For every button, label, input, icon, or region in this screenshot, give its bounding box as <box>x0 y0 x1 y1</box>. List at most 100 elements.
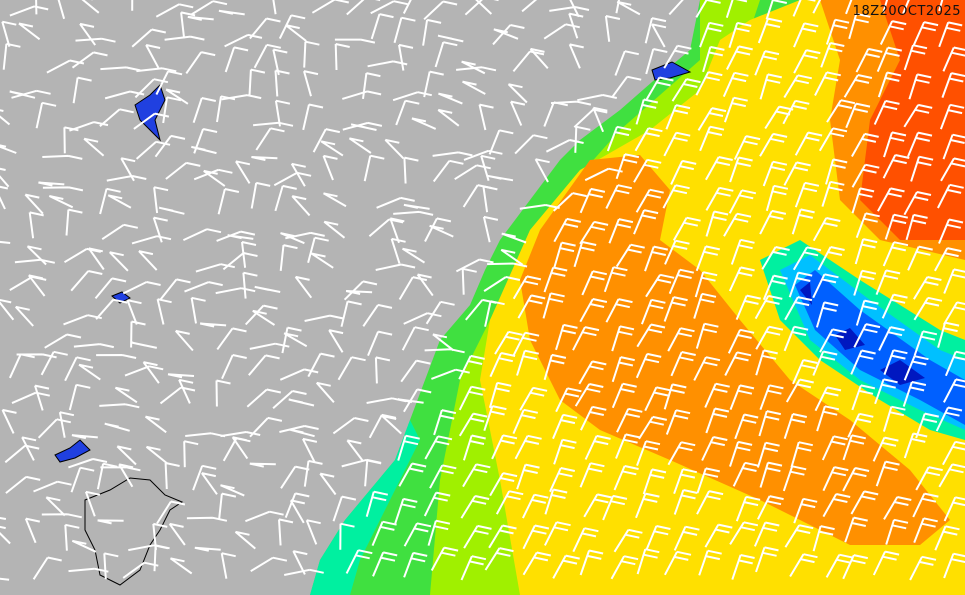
wind-barb <box>221 354 247 380</box>
wind-barb <box>783 161 811 186</box>
wind-barb <box>825 158 848 185</box>
wind-barb <box>0 240 11 244</box>
wind-barb <box>878 326 905 351</box>
wind-barb <box>489 352 516 378</box>
wind-barb <box>68 383 91 411</box>
wind-barb <box>484 547 514 571</box>
wind-barb <box>851 187 875 214</box>
wind-barb <box>216 95 236 123</box>
wind-barb <box>942 46 965 72</box>
wind-barb <box>549 467 576 493</box>
wind-barb <box>367 60 408 68</box>
wind-barb <box>191 145 217 155</box>
wind-barb <box>220 484 245 497</box>
wind-barb <box>460 555 487 581</box>
wind-barb <box>913 296 943 321</box>
wind-barb <box>42 186 84 192</box>
wind-barb <box>63 314 103 326</box>
wind-barb <box>855 212 880 239</box>
wind-barb <box>529 47 549 69</box>
wind-barb <box>638 415 668 440</box>
wind-barb <box>699 125 725 152</box>
wind-barb <box>693 356 721 381</box>
wind-barb <box>194 546 221 552</box>
wind-barb <box>934 247 962 272</box>
wind-barb <box>461 267 477 295</box>
wind-barb <box>876 46 903 72</box>
wind-barb <box>303 40 320 68</box>
wind-barb <box>393 16 416 44</box>
wind-barb <box>543 266 568 293</box>
wind-barb <box>568 12 584 39</box>
wind-barb <box>458 412 488 437</box>
wind-barb <box>729 440 753 467</box>
wind-barb <box>817 246 845 271</box>
wind-barb <box>155 70 183 95</box>
wind-barb <box>285 24 307 42</box>
wind-barb <box>493 28 519 40</box>
wind-barb <box>251 156 278 161</box>
wind-barb <box>234 530 256 550</box>
wind-barb <box>116 445 137 466</box>
wind-barb <box>87 247 105 271</box>
wind-barb <box>665 104 691 130</box>
wind-barb <box>573 241 597 268</box>
wind-barb <box>281 326 302 354</box>
wind-barb <box>812 217 841 242</box>
wind-barb <box>70 270 103 292</box>
wind-barb <box>759 384 784 411</box>
wind-barb <box>155 3 194 18</box>
wind-barb <box>634 127 663 152</box>
wind-barb <box>463 524 492 549</box>
wind-barb <box>572 527 599 553</box>
wind-barb <box>126 299 142 325</box>
wind-barb <box>695 322 719 349</box>
wind-barb <box>215 287 256 295</box>
wind-barb <box>138 250 158 271</box>
wind-barb <box>430 546 459 571</box>
wind-barb <box>334 43 350 71</box>
wind-barb <box>24 193 44 215</box>
wind-barb <box>842 467 870 492</box>
wind-barb <box>724 351 752 376</box>
wind-barb <box>254 285 281 293</box>
wind-barb <box>245 510 284 523</box>
wind-barb <box>142 361 160 384</box>
wind-barb <box>673 468 698 495</box>
wind-barb <box>231 436 249 460</box>
wind-barb <box>793 22 819 48</box>
wind-barb <box>577 94 618 102</box>
wind-barb <box>543 101 569 127</box>
wind-barb <box>915 466 943 491</box>
wind-barb <box>696 467 721 494</box>
wind-barb <box>908 73 932 100</box>
wind-barb <box>555 387 582 413</box>
wind-barb <box>28 211 44 239</box>
wind-barb <box>57 0 66 20</box>
wind-barb <box>854 238 878 265</box>
wind-barb <box>362 72 381 100</box>
wind-barb <box>784 296 813 321</box>
wind-barb <box>701 436 728 461</box>
wind-barb <box>512 408 539 435</box>
wind-barb <box>403 156 419 184</box>
wind-barb <box>519 386 548 411</box>
wind-barb <box>278 14 306 40</box>
wind-barb <box>604 15 621 42</box>
wind-barb <box>122 561 159 579</box>
wind-barb <box>759 461 783 488</box>
wind-barb <box>762 160 788 187</box>
wind-barb <box>0 144 17 154</box>
wind-barb <box>522 551 552 576</box>
wind-barb <box>645 48 668 75</box>
wind-barb <box>315 381 335 403</box>
wind-barb <box>422 18 442 46</box>
wind-barb <box>290 162 306 187</box>
wind-barb <box>272 390 307 410</box>
wind-barb <box>96 354 137 359</box>
wind-barb <box>303 70 319 97</box>
wind-barb <box>99 403 140 409</box>
wind-barb <box>822 493 851 518</box>
wind-barb <box>942 440 965 466</box>
wind-barb <box>482 215 499 243</box>
